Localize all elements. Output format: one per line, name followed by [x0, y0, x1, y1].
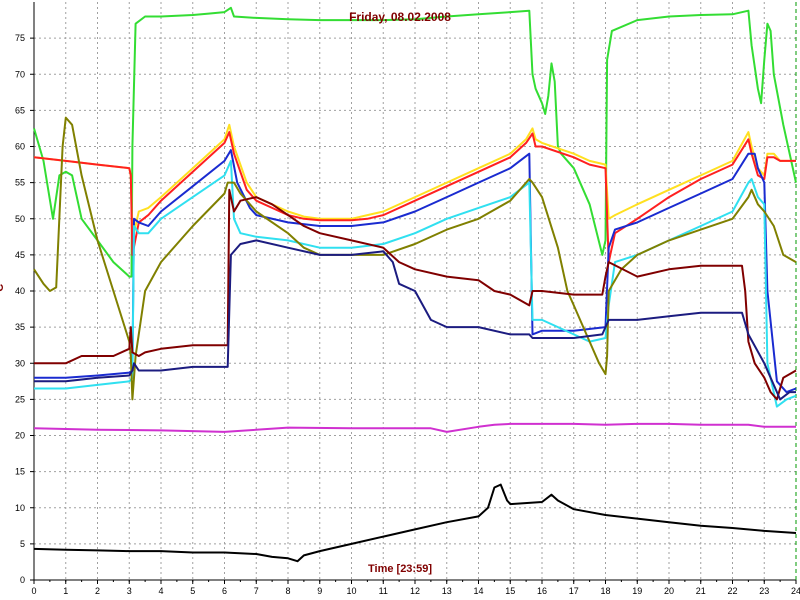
x-tick-label: 8 — [285, 586, 290, 596]
series-line-8 — [34, 239, 796, 401]
x-tick-label: 14 — [473, 586, 483, 596]
series-line-5 — [34, 159, 797, 408]
x-tick-label: 20 — [664, 586, 674, 596]
series-line-1 — [33, 6, 797, 278]
series-line-10 — [33, 483, 797, 563]
x-tick-label: 0 — [31, 586, 36, 596]
x-tick-label: 19 — [632, 586, 642, 596]
y-tick-label: 70 — [15, 69, 25, 79]
chart-title: Friday, 08.02.2008 — [349, 10, 451, 24]
y-tick-label: 35 — [15, 322, 25, 332]
y-tick-label: 25 — [15, 394, 25, 404]
series-line-2 — [33, 123, 796, 242]
x-tick-label: 21 — [696, 586, 706, 596]
x-tick-label: 4 — [158, 586, 163, 596]
series-line-9 — [33, 422, 796, 433]
series-line-7 — [34, 188, 797, 401]
x-tick-label: 17 — [569, 586, 579, 596]
x-tick-label: 12 — [410, 586, 420, 596]
x-tick-label: 2 — [95, 586, 100, 596]
x-axis-label: Time [23:59] — [368, 563, 432, 575]
x-tick-label: 10 — [346, 586, 356, 596]
y-tick-label: 50 — [15, 214, 25, 224]
x-tick-label: 9 — [317, 586, 322, 596]
y-tick-label: 40 — [15, 286, 25, 296]
y-tick-label: 0 — [20, 575, 25, 585]
y-tick-label: 20 — [15, 431, 25, 441]
x-tick-label: 16 — [537, 586, 547, 596]
series-line-6 — [33, 116, 797, 401]
y-tick-label: 5 — [20, 539, 25, 549]
y-tick-label: 10 — [15, 503, 25, 513]
x-tick-label: 5 — [190, 586, 195, 596]
y-tick-label: 65 — [15, 105, 25, 115]
y-tick-label: 60 — [15, 142, 25, 152]
y-tick-label: 15 — [15, 467, 25, 477]
x-tick-label: 11 — [379, 586, 388, 596]
x-tick-label: 3 — [127, 586, 132, 596]
y-tick-label: 55 — [15, 178, 25, 188]
x-tick-label: 13 — [442, 586, 452, 596]
x-tick-label: 18 — [600, 586, 610, 596]
series-line-4 — [34, 149, 797, 394]
y-tick-label: 30 — [15, 358, 25, 368]
x-tick-label: 24 — [791, 586, 800, 596]
x-tick-label: 23 — [759, 586, 769, 596]
x-tick-label: 6 — [222, 586, 227, 596]
y-tick-label: 75 — [15, 33, 25, 43]
x-tick-label: 1 — [63, 586, 68, 596]
series-line-3 — [33, 131, 796, 264]
x-tick-label: 15 — [505, 586, 515, 596]
y-axis-label: °C — [0, 283, 7, 297]
y-tick-label: 45 — [15, 250, 25, 260]
x-tick-label: 22 — [727, 586, 737, 596]
x-tick-label: 7 — [254, 586, 259, 596]
